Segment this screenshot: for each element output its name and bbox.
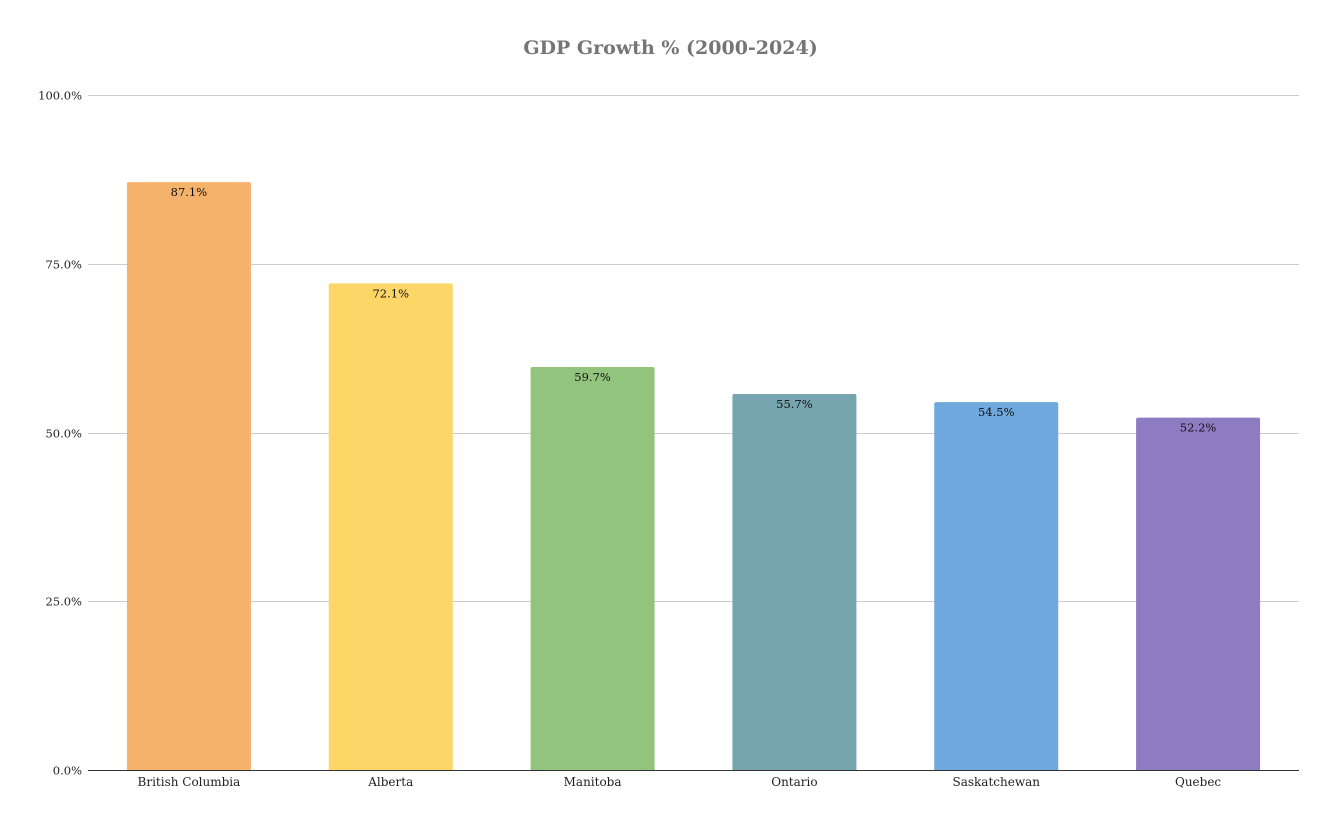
bar-quebec [1136, 417, 1261, 770]
x-tick-label: Saskatchewan [953, 775, 1041, 789]
x-tick-label: British Columbia [138, 775, 241, 789]
data-label: 72.1% [372, 286, 409, 300]
bar-saskatchewan [934, 402, 1059, 770]
y-tick-label: 100.0% [38, 89, 82, 103]
y-tick-label: 75.0% [45, 258, 82, 272]
x-tick-label: Alberta [367, 775, 413, 789]
data-label: 55.7% [776, 397, 813, 411]
chart-title: GDP Growth % (2000-2024) [523, 37, 818, 59]
y-tick-label: 50.0% [45, 427, 82, 441]
data-label: 54.5% [978, 405, 1015, 419]
bar-british-columbia [126, 182, 251, 770]
bar-alberta [328, 283, 453, 770]
bar-ontario [732, 394, 857, 770]
data-label: 59.7% [574, 370, 611, 384]
x-tick-label: Quebec [1175, 775, 1221, 789]
data-label: 87.1% [171, 185, 208, 199]
x-tick-label: Manitoba [564, 775, 622, 789]
x-tick-label: Ontario [771, 775, 817, 789]
bar-manitoba [530, 367, 655, 770]
data-label: 52.2% [1180, 421, 1217, 435]
y-tick-label: 0.0% [53, 764, 82, 778]
y-tick-label: 25.0% [45, 595, 82, 609]
